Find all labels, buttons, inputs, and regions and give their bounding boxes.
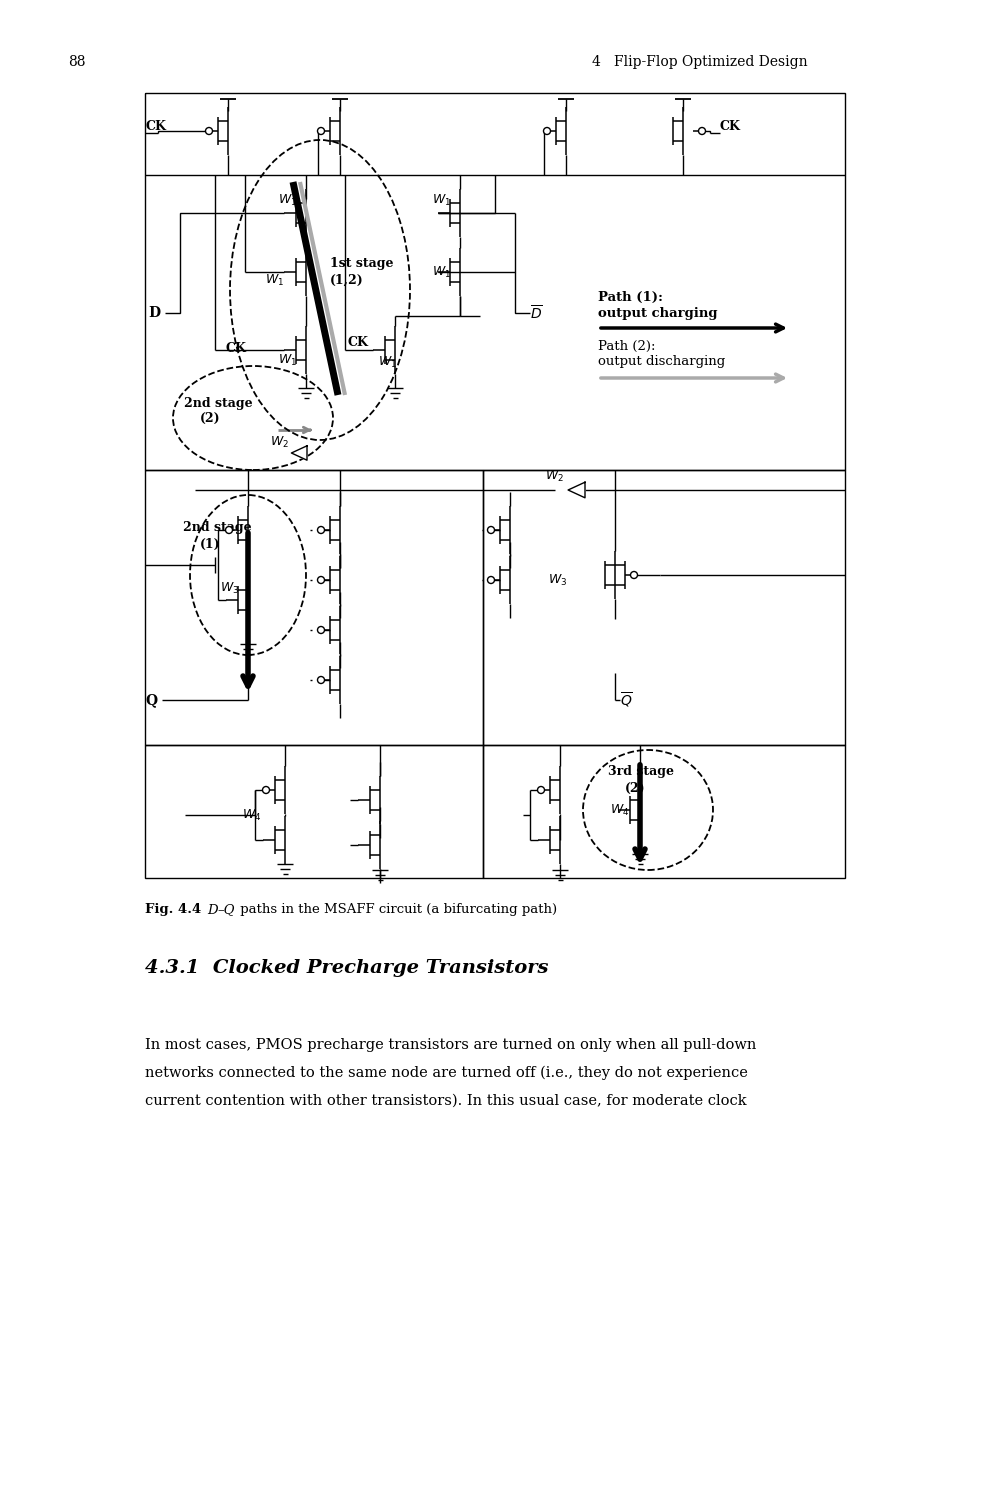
Text: output charging: output charging	[598, 306, 717, 320]
Circle shape	[698, 128, 705, 135]
Text: In most cases, PMOS precharge transistors are turned on only when all pull-down: In most cases, PMOS precharge transistor…	[145, 1038, 757, 1052]
Text: $W_3$: $W_3$	[548, 573, 568, 588]
Text: –Q: –Q	[218, 903, 235, 916]
Text: Fig. 4.4: Fig. 4.4	[145, 903, 201, 916]
Circle shape	[317, 526, 324, 534]
Polygon shape	[568, 482, 585, 498]
Circle shape	[488, 576, 494, 584]
Text: $\overline{Q}$: $\overline{Q}$	[620, 690, 633, 709]
Text: Q: Q	[145, 693, 157, 706]
Text: 2nd stage: 2nd stage	[183, 520, 251, 534]
Text: $W_2$: $W_2$	[270, 435, 289, 450]
Text: CK: CK	[145, 120, 166, 134]
Circle shape	[225, 526, 232, 534]
Text: $\overline{D}$: $\overline{D}$	[530, 304, 543, 322]
Text: $W_1$: $W_1$	[278, 352, 297, 368]
Text: current contention with other transistors). In this usual case, for moderate clo: current contention with other transistor…	[145, 1094, 747, 1108]
Text: CK: CK	[225, 342, 246, 354]
Text: $W_1$: $W_1$	[378, 354, 398, 369]
Circle shape	[317, 627, 324, 633]
Text: 2nd stage: 2nd stage	[184, 396, 252, 410]
Text: $W_1$: $W_1$	[265, 273, 284, 288]
Circle shape	[488, 526, 494, 534]
Text: $W_4$: $W_4$	[242, 807, 261, 822]
Text: Path (2):: Path (2):	[598, 339, 656, 352]
Text: D: D	[148, 306, 160, 320]
Text: 4.3.1  Clocked Precharge Transistors: 4.3.1 Clocked Precharge Transistors	[145, 958, 549, 976]
Text: 3rd stage: 3rd stage	[608, 765, 674, 778]
Circle shape	[317, 676, 324, 684]
Text: CK: CK	[348, 336, 369, 348]
Text: $W_1$: $W_1$	[432, 264, 451, 279]
Text: (1,2): (1,2)	[330, 273, 364, 286]
Text: $W_3$: $W_3$	[220, 580, 239, 596]
Text: (2): (2)	[625, 782, 646, 795]
Circle shape	[537, 786, 545, 794]
Circle shape	[317, 576, 324, 584]
Circle shape	[206, 128, 213, 135]
Circle shape	[317, 128, 324, 135]
Text: 88: 88	[68, 56, 85, 69]
Text: output discharging: output discharging	[598, 356, 725, 369]
Text: Path (1):: Path (1):	[598, 291, 663, 303]
Text: (2): (2)	[200, 411, 221, 424]
Polygon shape	[292, 446, 307, 460]
Text: $W_1$: $W_1$	[432, 192, 451, 207]
Text: CK: CK	[720, 120, 741, 134]
Circle shape	[544, 128, 551, 135]
Circle shape	[631, 572, 638, 579]
Text: $W_2$: $W_2$	[545, 468, 564, 483]
Text: $W_4$: $W_4$	[610, 802, 629, 818]
Text: (1): (1)	[200, 537, 221, 550]
Text: paths in the MSAFF circuit (a bifurcating path): paths in the MSAFF circuit (a bifurcatin…	[236, 903, 557, 916]
Text: networks connected to the same node are turned off (i.e., they do not experience: networks connected to the same node are …	[145, 1066, 748, 1080]
Text: D: D	[207, 903, 218, 916]
Text: 1st stage: 1st stage	[330, 256, 394, 270]
Circle shape	[262, 786, 269, 794]
Text: 4   Flip-Flop Optimized Design: 4 Flip-Flop Optimized Design	[592, 56, 808, 69]
Text: $W_1$: $W_1$	[278, 192, 297, 207]
